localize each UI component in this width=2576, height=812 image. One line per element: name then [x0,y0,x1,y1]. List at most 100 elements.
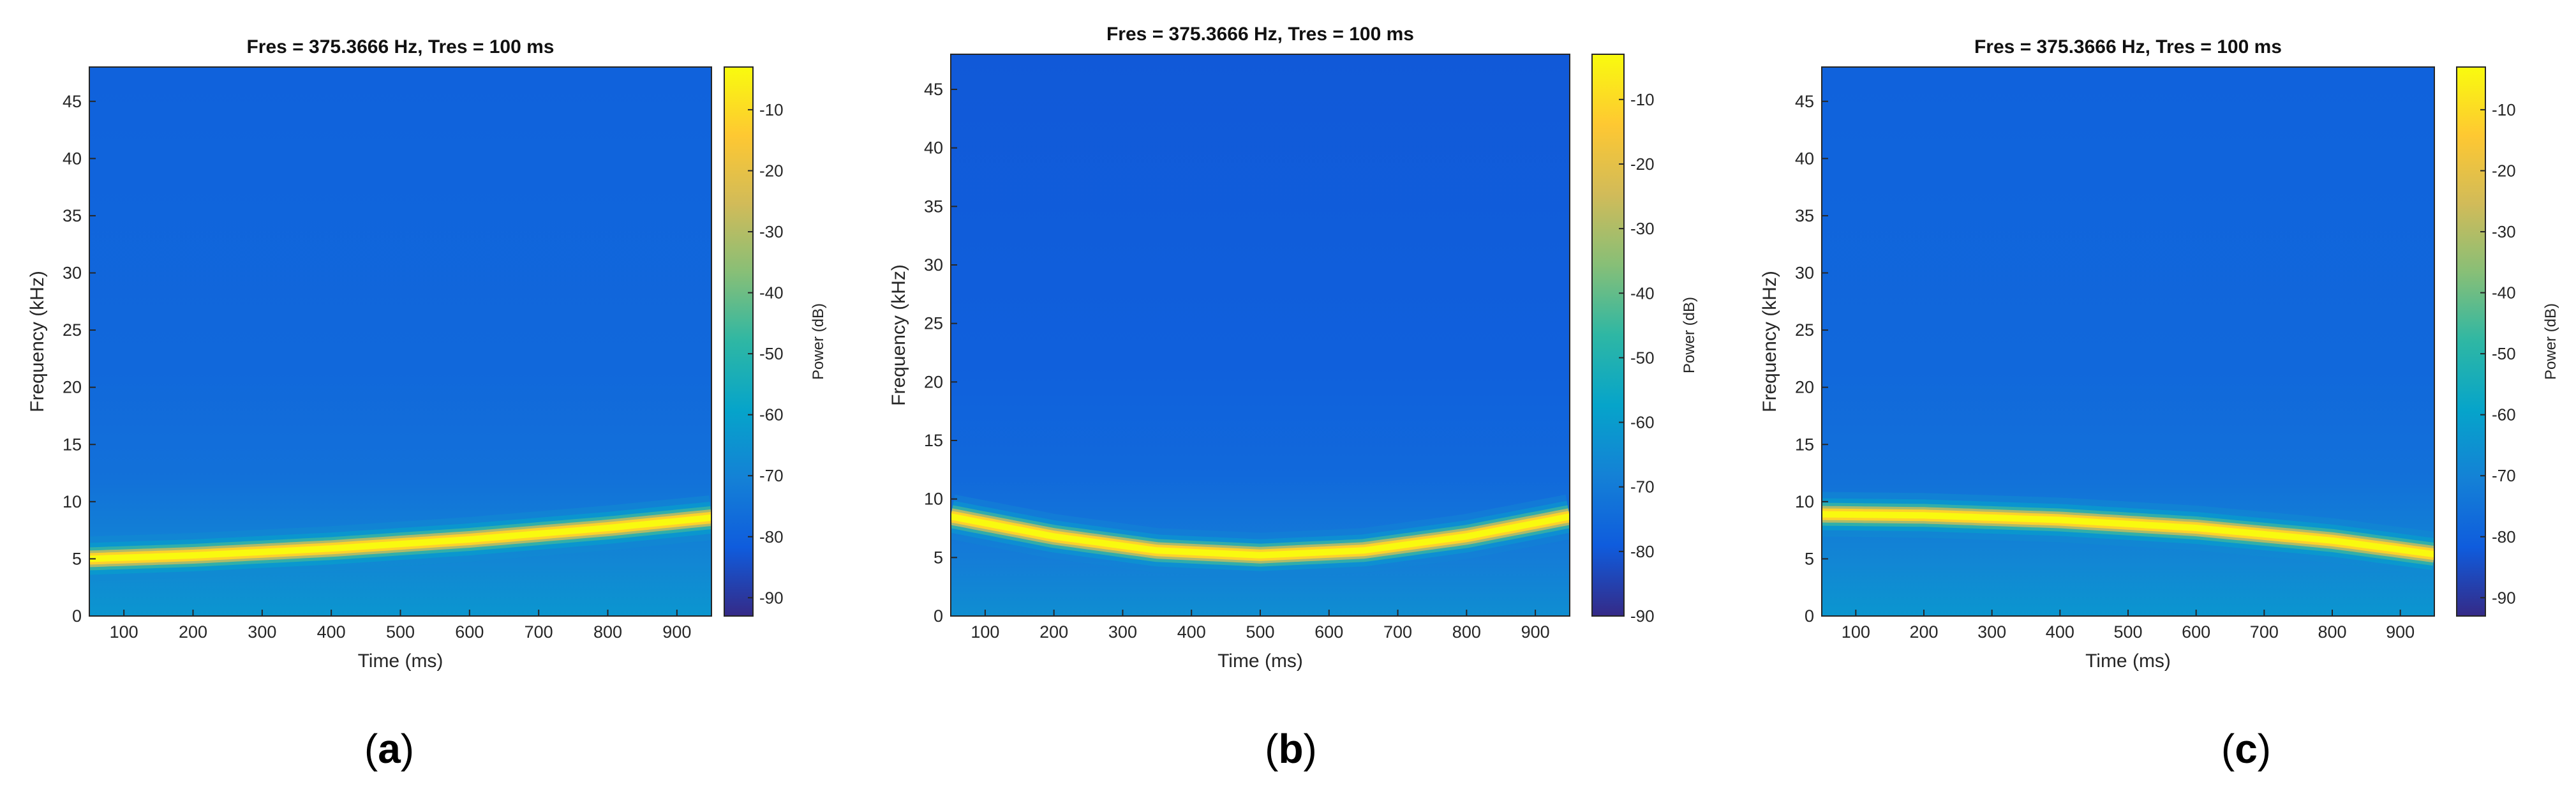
colorbar-tick-label: -60 [2492,405,2516,425]
x-tick-label: 100 [110,622,138,642]
x-tick-label: 400 [1177,622,1206,642]
x-tick-label: 900 [2386,622,2415,642]
chart-title: Fres = 375.3666 Hz, Tres = 100 ms [1974,36,2282,57]
colorbar-tick-label: -30 [2492,222,2516,241]
colorbar-tick-label: -40 [1630,283,1655,303]
ridge-series [951,494,1570,578]
x-tick-label: 500 [1246,622,1274,642]
y-tick-label: 35 [63,206,82,225]
panel-caption-letter: a [378,726,401,772]
spectrogram-panel-c: 100 200 300 400 500 600 700 800 900 0 5 10 15 20 25 30 3… [1759,36,2559,772]
y-tick-label: 25 [63,320,82,340]
ridge-line-layer-5 [89,514,711,562]
y-tick-label: 5 [934,548,943,567]
colorbar-tick-label: -20 [2492,161,2516,180]
y-tick-label: 25 [1795,320,1814,340]
x-tick-label: 700 [525,622,553,642]
x-tick-label: 800 [1452,622,1481,642]
colorbar-tick-label: -10 [2492,100,2516,119]
y-tick-label: 10 [924,490,943,509]
colorbar-tick-label: -70 [1630,477,1655,497]
y-tick-label: 10 [63,492,82,511]
x-tick-label: 500 [2113,622,2142,642]
x-tick-label: 200 [179,622,207,642]
y-tick-label: 5 [72,549,82,568]
y-tick-label: 45 [924,80,943,99]
y-tick-label: 30 [63,264,82,283]
ridge-series [1822,492,2434,576]
y-tick-label: 20 [1795,378,1814,397]
ridge-line-layer-5 [951,513,1570,559]
y-axis-label: Frequency (kHz) [27,271,48,412]
colorbar-tick-label: -20 [1630,154,1655,174]
x-axis-label: Time (ms) [2085,650,2171,672]
chart-title: Fres = 375.3666 Hz, Tres = 100 ms [246,36,554,57]
y-tick-label: 20 [924,372,943,391]
y-tick-label: 35 [1795,206,1814,225]
ridge-series [89,495,711,582]
x-tick-label: 200 [1039,622,1068,642]
y-tick-label: 30 [924,255,943,274]
colorbar-tick-label: -50 [2492,344,2516,363]
colorbar [1591,54,1625,617]
colorbar-label: Power (dB) [1681,297,1698,373]
x-tick-label: 600 [455,622,484,642]
panel-caption: (a) [364,726,414,772]
y-tick-label: 0 [1805,606,1814,626]
colorbar-tick-label: -50 [759,344,784,363]
x-tick-label: 200 [1909,622,1938,642]
y-tick-label: 15 [924,431,943,450]
y-tick-label: 45 [1795,92,1814,111]
spectrogram-panel-a: 100 200 300 400 500 600 700 800 900 0 5 10 15 20 25 30 3… [27,36,827,772]
x-tick-label: 400 [2046,622,2074,642]
colorbar-tick-label: -90 [1630,606,1655,626]
panel-caption: (b) [1265,726,1317,772]
x-tick-label: 800 [593,622,622,642]
colorbar-tick-label: -50 [1630,348,1655,367]
x-tick-label: 800 [2318,622,2346,642]
colorbar [2456,66,2486,617]
y-tick-label: 0 [72,606,82,626]
panel-caption-letter: b [1278,726,1303,772]
y-tick-label: 35 [924,197,943,216]
x-tick-label: 300 [248,622,276,642]
y-tick-label: 40 [1795,149,1814,168]
y-tick-label: 30 [1795,264,1814,283]
y-tick-label: 40 [924,139,943,158]
chart-title: Fres = 375.3666 Hz, Tres = 100 ms [1106,24,1414,45]
y-tick-label: 45 [63,92,82,111]
x-tick-label: 700 [1383,622,1412,642]
x-tick-label: 300 [1977,622,2006,642]
x-tick-label: 300 [1108,622,1137,642]
colorbar-tick-label: -70 [759,466,784,485]
colorbar-label: Power (dB) [810,303,827,380]
y-tick-label: 40 [63,149,82,168]
panel-caption-letter: c [2235,726,2258,772]
colorbar-tick-label: -10 [759,100,784,119]
panel-caption: (c) [2221,726,2271,772]
x-tick-label: 100 [971,622,999,642]
colorbar-tick-label: -80 [759,527,784,546]
colorbar-tick-label: -40 [2492,283,2516,303]
y-tick-label: 0 [934,606,943,626]
colorbar [724,66,754,617]
colorbar-tick-label: -60 [1630,413,1655,432]
x-axis-label: Time (ms) [358,650,443,672]
y-tick-label: 25 [924,314,943,333]
colorbar-tick-label: -80 [1630,542,1655,561]
x-tick-label: 900 [662,622,691,642]
y-tick-label: 20 [63,378,82,397]
colorbar-tick-label: -30 [759,222,784,241]
x-tick-label: 500 [386,622,415,642]
y-tick-label: 5 [1805,549,1814,568]
colorbar-tick-label: -60 [759,405,784,425]
colorbar-tick-label: -40 [759,283,784,303]
spectrogram-panel-b: 100 200 300 400 500 600 700 800 900 0 5 10 15 20 25 30 3… [888,24,1698,772]
x-tick-label: 900 [1521,622,1550,642]
colorbar-label: Power (dB) [2542,303,2559,380]
x-axis-label: Time (ms) [1217,650,1303,672]
y-tick-label: 15 [63,435,82,454]
colorbar-tick-label: -90 [2492,588,2516,607]
ridge-line-layer-5 [1822,511,2434,558]
